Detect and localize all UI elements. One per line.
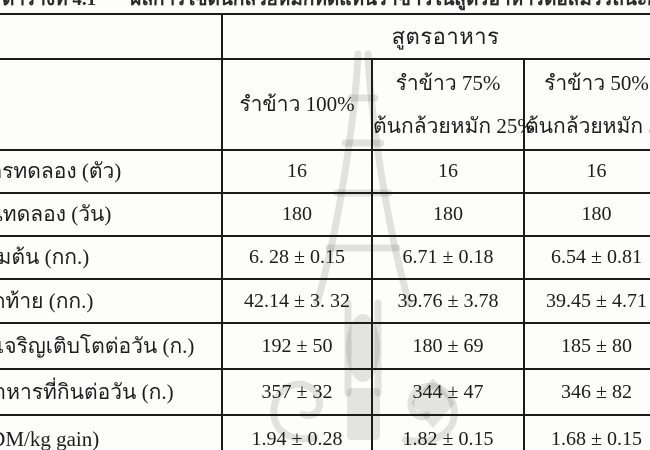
table-cell: 42.14 ± 3. 32 (221, 278, 373, 324)
table-caption-text: ผลการใช้ต้นกล้วยหมักทดแทนรำข้าวในสูตรอาห… (130, 0, 650, 10)
corner-cell-2 (0, 58, 223, 151)
table-caption-number: ตารางที่ 4.1 (2, 0, 96, 10)
table-cell: 344 ± 47 (371, 368, 525, 416)
row-label: น้ำหนักเริ่มต้น (กก.) (0, 235, 223, 280)
corner-cell (0, 13, 223, 60)
table-row-final-weight: น้ำหนักสุดท้าย (กก.) 42.14 ± 3. 32 39.76… (0, 278, 650, 324)
group-header-row: สูตรอาหาร (0, 13, 650, 60)
table-cell: 1.68 ± 0.15 (523, 414, 650, 450)
column-header-row: รำข้าว 100% รำข้าว 75% ต้นกล้วยหมัก 25% … (0, 58, 650, 151)
table-caption: ตารางที่ 4.1 ผลการใช้ต้นกล้วยหมักทดแทนรำข… (2, 0, 650, 14)
table-cell: 1.82 ± 0.15 (371, 414, 525, 450)
table-row-daily-feed-intake: ปริมาณอาหารที่กินต่อวัน (ก.) 357 ± 32 34… (0, 368, 650, 416)
row-label: อัตราการเจริญเติบโตต่อวัน (ก.) (0, 322, 223, 370)
row-label: น้ำหนักสุดท้าย (กก.) (0, 278, 223, 324)
table-cell: 1.94 ± 0.28 (221, 414, 373, 450)
column-header-label: รำข้าว 100% (239, 92, 355, 116)
table-cell: 39.45 ± 4.71 (523, 278, 650, 324)
column-header-diet-50-50: รำข้าว 50% ต้นกล้วยหมัก 50% (523, 58, 650, 151)
table-cell: 6.54 ± 0.81 (523, 235, 650, 280)
table-row-daily-gain: อัตราการเจริญเติบโตต่อวัน (ก.) 192 ± 50 … (0, 322, 650, 370)
feed-trial-table: สูตรอาหาร รำข้าว 100% รำข้าว 75% ต้นกล้ว… (0, 13, 650, 450)
column-header-diet-100: รำข้าว 100% (221, 58, 373, 151)
column-header-label: ต้นกล้วยหมัก 50% (525, 113, 650, 138)
table-cell: 192 ± 50 (221, 322, 373, 370)
table-row-fcr: FCR (kg DM/kg gain) 1.94 ± 0.28 1.82 ± 0… (0, 414, 650, 450)
column-header-label: รำข้าว 50% (544, 70, 649, 95)
table-cell: 180 (371, 192, 525, 237)
table-cell: 6. 28 ± 0.15 (221, 235, 373, 280)
table-cell: 180 (221, 192, 373, 237)
table-cell: 6.71 ± 0.18 (371, 235, 525, 280)
table-cell: 180 ± 69 (371, 322, 525, 370)
group-header-cell: สูตรอาหาร (221, 13, 650, 60)
column-header-diet-75-25: รำข้าว 75% ต้นกล้วยหมัก 25% (371, 58, 535, 151)
table-cell: 16 (523, 149, 650, 194)
table-cell: 346 ± 82 (523, 368, 650, 416)
table-cell: 185 ± 80 (523, 322, 650, 370)
column-header-label: รำข้าว 75% (395, 70, 501, 95)
column-header-label: ต้นกล้วยหมัก 25% (373, 113, 535, 138)
row-label: จำนวนวันทดลอง (วัน) (0, 192, 223, 237)
table-cell: 39.76 ± 3.78 (371, 278, 525, 324)
table-row-initial-weight: น้ำหนักเริ่มต้น (กก.) 6. 28 ± 0.15 6.71 … (0, 235, 650, 280)
row-label: ปริมาณอาหารที่กินต่อวัน (ก.) (0, 368, 223, 416)
table-cell: 16 (221, 149, 373, 194)
table-cell: 357 ± 32 (221, 368, 373, 416)
table-cell: 180 (523, 192, 650, 237)
table-cell: 16 (371, 149, 525, 194)
row-label: FCR (kg DM/kg gain) (0, 414, 223, 450)
table-row-trial-days: จำนวนวันทดลอง (วัน) 180 180 180 (0, 192, 650, 237)
